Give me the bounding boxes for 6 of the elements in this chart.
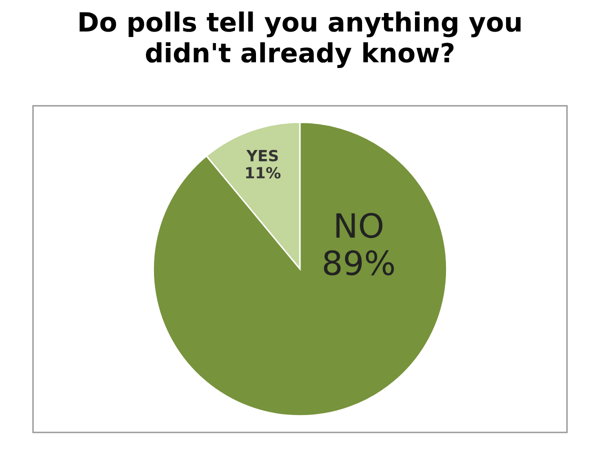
slice-label: NO (336, 212, 382, 238)
data-label: 89% (324, 250, 394, 276)
data-label: 11% (246, 166, 281, 179)
slice-label: YES (246, 150, 278, 162)
chart-title: Do polls tell you anything you didn't already know? (80, 12, 521, 68)
pie-slice (152, 122, 448, 417)
